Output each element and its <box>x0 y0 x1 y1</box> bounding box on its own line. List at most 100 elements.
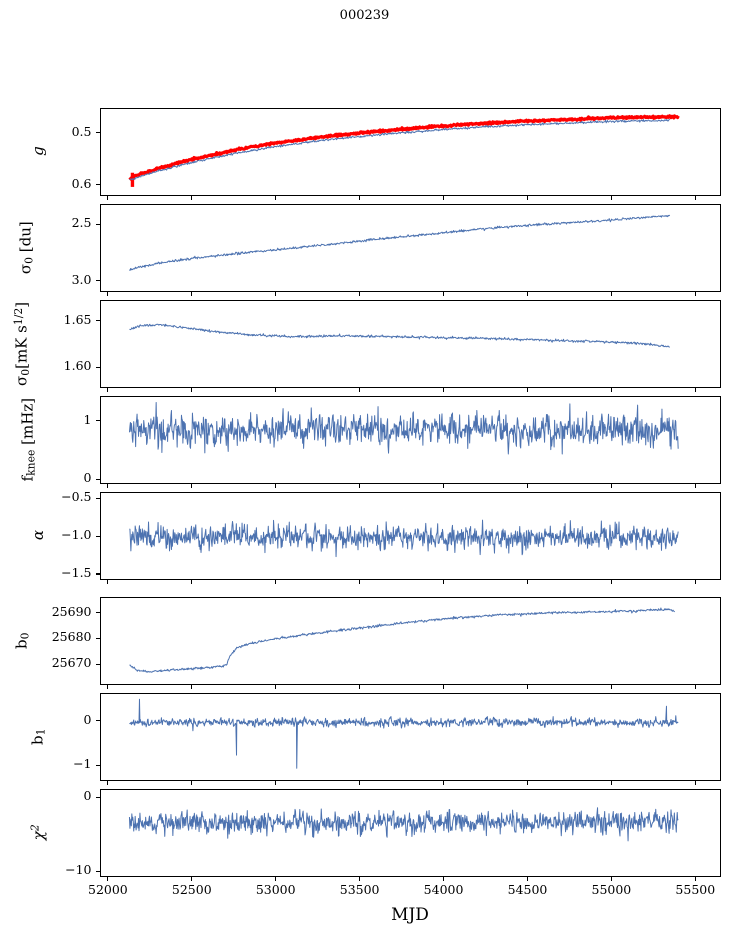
x-tick-mark <box>275 484 277 488</box>
x-tick-mark <box>191 781 193 785</box>
x-tick-mark <box>191 292 193 296</box>
y-axis-label-sigma0_du: σ0 [du] <box>16 221 36 275</box>
x-tick-mark <box>107 877 109 881</box>
trace-canvas <box>128 323 670 348</box>
x-tick-mark <box>694 196 696 200</box>
x-tick-label: 54000 <box>423 882 464 897</box>
y-axis-label-b1: b1 <box>28 728 48 745</box>
y-tick-label: 25670 <box>51 655 92 671</box>
y-tick-label: 1.65 <box>63 311 92 327</box>
y-tick-label: 0 <box>83 711 92 727</box>
x-tick-label: 52000 <box>88 882 128 897</box>
trace-canvas <box>128 519 679 558</box>
y-tick-mark <box>95 366 100 368</box>
y-tick-label: 0 <box>83 470 92 486</box>
y-tick-label: 0 <box>83 788 92 804</box>
x-tick-mark <box>443 877 445 881</box>
y-axis-label-chi2: χ2 <box>28 824 48 841</box>
x-tick-mark <box>191 685 193 689</box>
x-tick-mark <box>694 292 696 296</box>
x-tick-mark <box>443 196 445 200</box>
series-g_model <box>128 118 670 181</box>
x-tick-mark <box>694 781 696 785</box>
x-tick-mark <box>107 388 109 392</box>
x-tick-mark <box>359 781 361 785</box>
plot-panel-b0 <box>99 597 721 685</box>
y-tick-mark <box>95 764 100 766</box>
x-tick-mark <box>526 877 529 881</box>
y-tick-label: −1.5 <box>61 564 92 580</box>
x-tick-mark <box>107 484 109 488</box>
x-tick-label: 55500 <box>675 882 716 897</box>
x-tick-mark <box>275 877 277 881</box>
x-tick-mark <box>191 484 193 488</box>
y-tick-mark <box>95 720 100 722</box>
x-axis-label: MJD <box>391 905 429 925</box>
x-tick-mark <box>107 292 109 296</box>
series-alpha <box>128 519 679 558</box>
trace-canvas <box>128 214 670 271</box>
y-tick-label: 0.5 <box>71 123 92 139</box>
x-tick-mark <box>610 292 612 296</box>
y-axis-label-alpha: α <box>29 529 47 541</box>
x-tick-label: 55000 <box>591 882 632 897</box>
y-tick-label: −10 <box>65 862 92 878</box>
plot-panel-f_knee <box>99 396 721 484</box>
y-tick-label: 25680 <box>51 629 92 645</box>
y-tick-mark <box>95 663 100 665</box>
plot-panel-b1 <box>99 693 721 781</box>
x-tick-mark <box>191 580 193 584</box>
x-tick-label: 54500 <box>507 882 548 897</box>
series-chi2 <box>128 807 679 842</box>
y-tick-mark <box>95 573 100 575</box>
y-tick-label: −0.5 <box>61 489 92 505</box>
y-tick-mark <box>95 223 100 225</box>
trace-canvas <box>127 114 680 187</box>
x-tick-mark <box>610 388 612 392</box>
plot-panel-g_fit <box>99 108 721 196</box>
x-tick-label: 52500 <box>171 882 212 897</box>
x-tick-mark <box>191 877 193 881</box>
x-tick-mark <box>610 685 612 689</box>
plot-panel-sigma0_du <box>99 204 721 292</box>
x-tick-mark <box>526 580 529 584</box>
trace-canvas <box>128 402 679 455</box>
x-tick-mark <box>107 580 109 584</box>
y-tick-mark <box>95 637 100 639</box>
x-tick-mark <box>359 580 361 584</box>
x-tick-mark <box>275 580 277 584</box>
y-tick-mark <box>95 478 100 480</box>
x-tick-mark <box>694 484 696 488</box>
plot-panel-alpha <box>99 492 721 580</box>
x-tick-mark <box>610 781 612 785</box>
y-tick-mark <box>95 796 100 798</box>
plot-panel-chi2 <box>99 789 721 877</box>
trace-canvas <box>128 607 675 673</box>
y-tick-mark <box>95 132 100 134</box>
series-g_fit <box>127 114 680 182</box>
y-tick-mark <box>95 420 100 422</box>
x-tick-mark <box>359 877 361 881</box>
x-tick-mark <box>443 781 445 785</box>
x-tick-mark <box>526 388 529 392</box>
series-b0 <box>128 607 675 673</box>
y-tick-mark <box>95 184 100 186</box>
x-tick-mark <box>443 484 445 488</box>
y-tick-mark <box>95 535 100 537</box>
y-tick-label: 2.5 <box>71 215 92 231</box>
x-tick-mark <box>526 484 529 488</box>
x-tick-mark <box>694 580 696 584</box>
y-axis-label-f_knee: fknee [mHz] <box>18 397 38 482</box>
y-tick-label: −1.0 <box>61 527 92 542</box>
x-tick-mark <box>443 685 445 689</box>
x-tick-mark <box>694 877 696 881</box>
x-tick-label: 53000 <box>255 882 296 897</box>
figure-title: 000239 <box>339 8 390 23</box>
x-tick-mark <box>443 292 445 296</box>
x-tick-label: 53500 <box>339 882 380 897</box>
series-sigma0_mK <box>128 323 670 348</box>
x-tick-mark <box>610 196 612 200</box>
y-tick-label: 0.6 <box>71 175 92 191</box>
x-tick-mark <box>275 292 277 296</box>
x-tick-mark <box>526 685 529 689</box>
